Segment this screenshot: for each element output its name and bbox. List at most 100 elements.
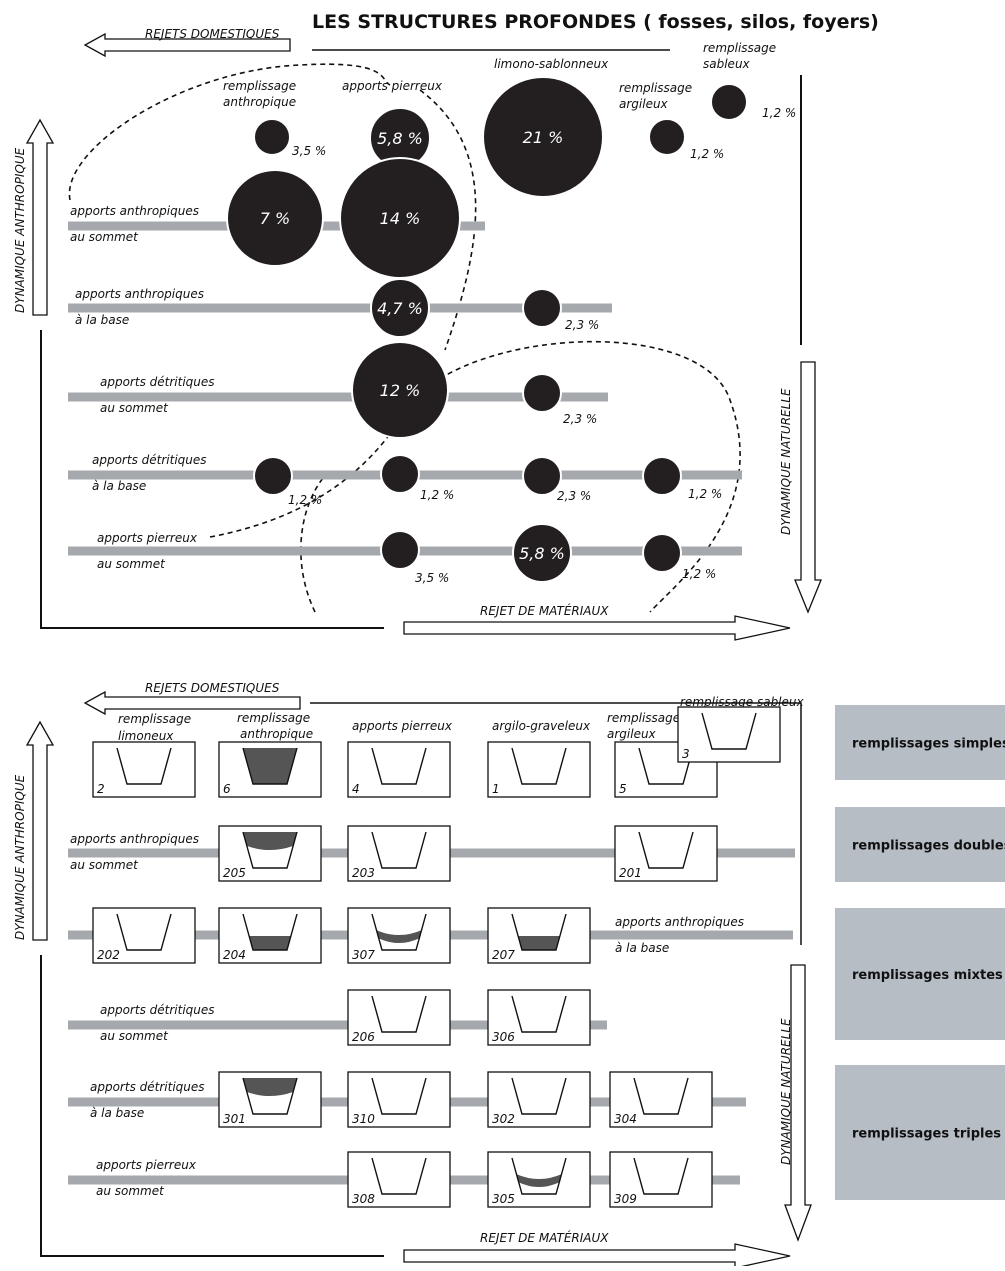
bubble <box>648 118 686 156</box>
column-label: remplissage <box>223 79 296 93</box>
pit: 302 <box>487 1071 591 1128</box>
pit-fill <box>243 1078 297 1096</box>
arrow <box>83 690 301 716</box>
pit-outline <box>633 1157 689 1195</box>
pit-outline <box>371 1157 427 1195</box>
pit-outline <box>371 913 427 951</box>
column-label: limono-sablonneux <box>494 57 609 71</box>
column-label: limoneux <box>118 729 174 743</box>
bubble-label: 2,3 % <box>557 489 591 503</box>
axis <box>40 330 384 629</box>
axis <box>310 702 802 945</box>
pit-number: 205 <box>223 866 246 880</box>
pit: 310 <box>347 1071 451 1128</box>
row-label: à la base <box>92 479 146 493</box>
pit-outline <box>242 831 298 869</box>
bubble-label: 3,5 % <box>415 571 449 585</box>
column-label: argileux <box>619 97 669 111</box>
bubble <box>522 456 562 496</box>
column-label: remplissage <box>619 81 692 95</box>
pit-cut <box>372 1158 426 1194</box>
bubble <box>351 341 449 439</box>
bubble-label: 1,2 % <box>288 493 322 507</box>
arrow <box>25 720 55 941</box>
row-label: apports détritiques <box>90 1080 205 1094</box>
pit: 203 <box>347 825 451 882</box>
pit: 4 <box>347 741 451 798</box>
pit-number: 3 <box>682 747 690 761</box>
pit-number: 310 <box>352 1112 375 1126</box>
bubble <box>380 454 420 494</box>
legend-box <box>835 1065 1005 1200</box>
column-label: remplissage <box>118 712 191 726</box>
bubble <box>370 278 430 338</box>
row-label: apports détritiques <box>100 375 215 389</box>
legend-label: remplissages triples <box>852 1127 1001 1142</box>
bubble <box>642 533 682 573</box>
pit-number: 6 <box>223 782 231 796</box>
arrow-label: DYNAMIQUE NATURELLE <box>779 388 793 535</box>
pit-outline <box>242 1077 298 1115</box>
pit-number: 304 <box>614 1112 637 1126</box>
row-label: apports anthropiques <box>70 204 199 218</box>
column-label: remplissage sableux <box>680 695 805 709</box>
arrow-label: REJETS DOMESTIQUES <box>145 27 280 41</box>
column-label: remplissage <box>703 41 776 55</box>
pit: 1 <box>487 741 591 798</box>
pit-cut <box>372 996 426 1032</box>
pit-cut <box>372 914 426 950</box>
legend-box <box>835 705 1005 780</box>
pit: 205 <box>218 825 322 882</box>
pit-cut <box>512 748 566 784</box>
pit: 305 <box>487 1151 591 1208</box>
pit-fill <box>516 1174 562 1187</box>
row-label: à la base <box>615 941 669 955</box>
pit-outline <box>371 1077 427 1115</box>
column-label: argilo-graveleux <box>492 719 591 733</box>
legend-label: remplissages doubles <box>852 839 1005 854</box>
pit: 307 <box>347 907 451 964</box>
arrow <box>83 32 291 58</box>
pit-number: 302 <box>492 1112 515 1126</box>
legend-box <box>835 908 1005 1040</box>
pit-number: 4 <box>352 782 360 796</box>
column-label: anthropique <box>240 727 313 741</box>
pit-cut <box>634 1078 688 1114</box>
column-label: sableux <box>703 57 751 71</box>
bubble-label: 1,2 % <box>682 567 716 581</box>
row-label: à la base <box>75 313 129 327</box>
bubble <box>226 169 324 267</box>
arrow <box>794 361 822 614</box>
pit-number: 204 <box>223 948 246 962</box>
arrow <box>403 1243 791 1269</box>
pit-cut <box>117 748 171 784</box>
bubble-label: 7 % <box>260 209 290 228</box>
pit-outline <box>638 747 694 785</box>
column-label: argileux <box>607 727 657 741</box>
arrow <box>784 964 812 1242</box>
pit: 3 <box>677 706 781 763</box>
pit-outline <box>116 913 172 951</box>
pit-outline <box>511 995 567 1033</box>
pit-number: 301 <box>223 1112 246 1126</box>
bubble-label: 4,7 % <box>377 299 423 318</box>
arrow-label: DYNAMIQUE ANTHROPIQUE <box>13 774 27 940</box>
bubble-label: 5,8 % <box>519 544 565 563</box>
dashed-curve <box>300 469 331 613</box>
row-label: au sommet <box>70 858 139 872</box>
pit-outline <box>633 1077 689 1115</box>
column-label: anthropique <box>223 95 296 109</box>
column-label: remplissage <box>237 711 310 725</box>
row-label: apports détritiques <box>92 453 207 467</box>
row-label: au sommet <box>97 557 166 571</box>
pit-number: 306 <box>492 1030 515 1044</box>
bubble <box>710 83 748 121</box>
bubble-label: 3,5 % <box>292 144 326 158</box>
bubble-label: 12 % <box>380 381 421 400</box>
pit-cut <box>512 1158 566 1194</box>
legend-box <box>835 807 1005 882</box>
pit-outline <box>116 747 172 785</box>
pit-cut <box>117 914 171 950</box>
pit-number: 203 <box>352 866 375 880</box>
column-label: apports pierreux <box>352 719 453 733</box>
